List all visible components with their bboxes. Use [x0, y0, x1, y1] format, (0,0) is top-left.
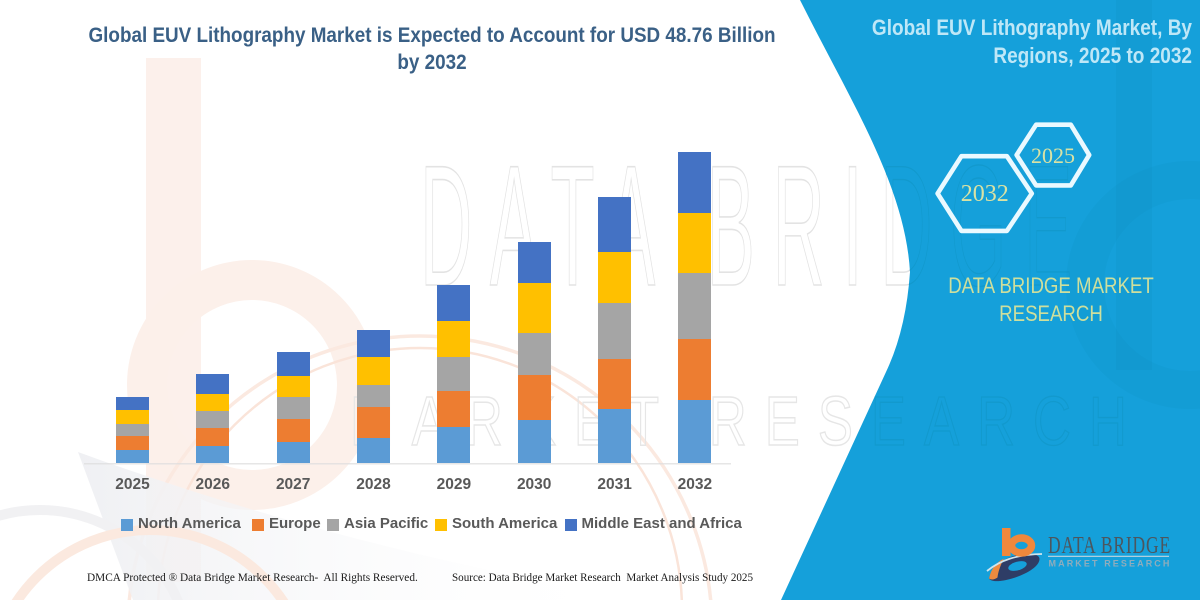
svg-text:DATA BRIDGE: DATA BRIDGE	[1048, 531, 1171, 558]
svg-text:MARKET RESEARCH: MARKET RESEARCH	[1049, 559, 1172, 569]
svg-text:2025: 2025	[1031, 143, 1075, 168]
svg-text:2032: 2032	[961, 181, 1009, 207]
